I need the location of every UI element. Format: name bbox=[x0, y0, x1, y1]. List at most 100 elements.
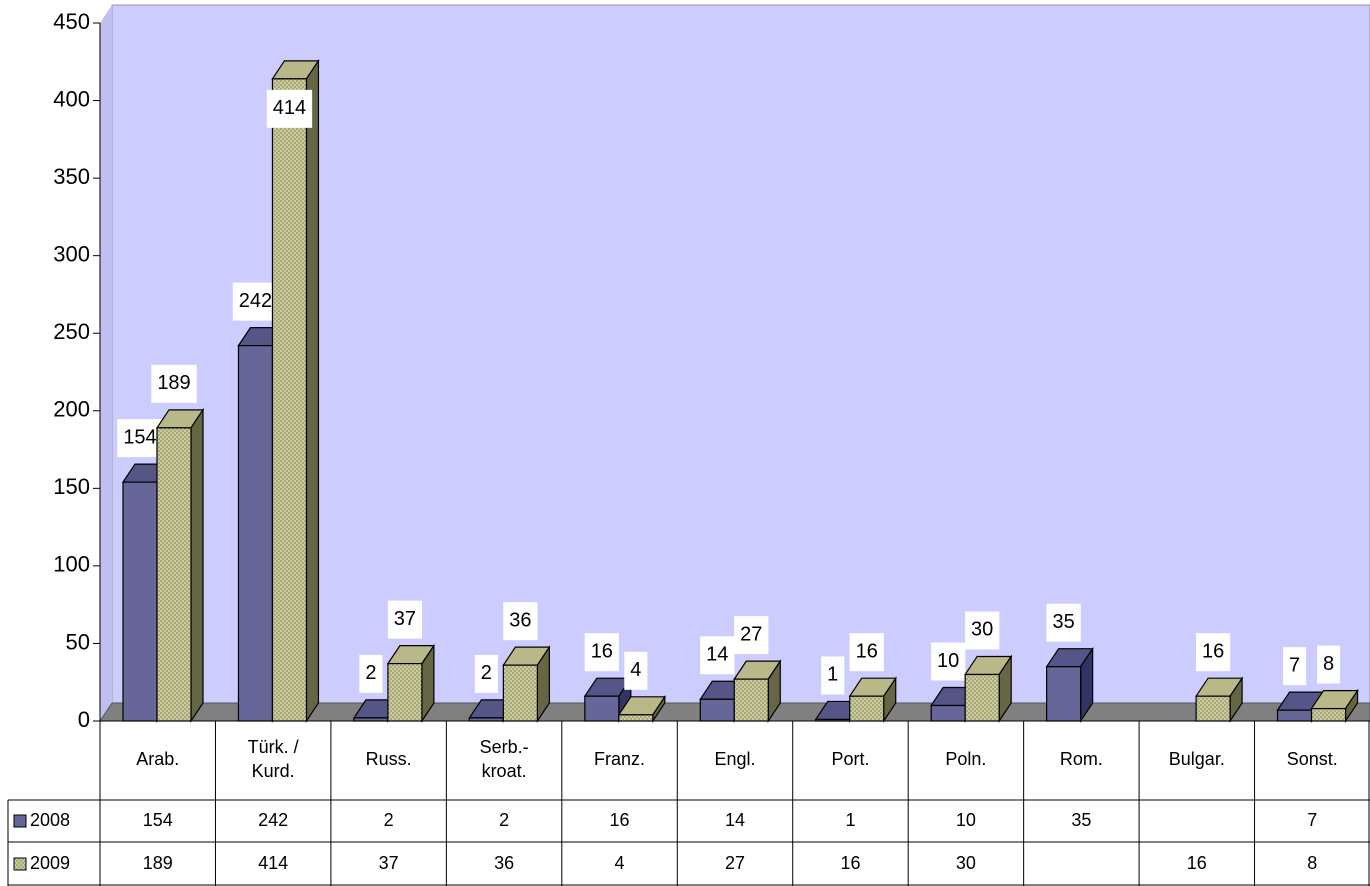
data-label-box bbox=[117, 419, 163, 458]
bar-side bbox=[190, 407, 204, 723]
data-label-box bbox=[965, 611, 1000, 650]
table-value: 30 bbox=[956, 853, 976, 873]
table-value: 16 bbox=[610, 810, 630, 830]
data-label-box bbox=[624, 651, 648, 690]
x-tick-label: Franz. bbox=[594, 749, 645, 769]
legend-label: 2009 bbox=[30, 853, 70, 873]
bar-front bbox=[1195, 695, 1231, 722]
data-label: 35 bbox=[1046, 603, 1081, 642]
bar bbox=[1310, 688, 1359, 723]
table-value: 4 bbox=[615, 853, 625, 873]
table-value: 16 bbox=[1187, 853, 1207, 873]
data-label-text: 242 bbox=[239, 290, 272, 312]
bar bbox=[617, 694, 666, 723]
y-tick-label: 100 bbox=[53, 552, 90, 577]
bar bbox=[848, 676, 897, 723]
x-tick-label: Sonst. bbox=[1287, 749, 1338, 769]
x-tick-label: Engl. bbox=[714, 749, 755, 769]
y-tick-label: 200 bbox=[53, 397, 90, 422]
data-label-text: 27 bbox=[740, 623, 762, 645]
table-value: 10 bbox=[956, 810, 976, 830]
data-label-box bbox=[232, 282, 279, 321]
data-label-text: 154 bbox=[123, 426, 156, 448]
data-label-box bbox=[1195, 633, 1231, 672]
bar bbox=[733, 659, 782, 723]
bar bbox=[155, 407, 205, 723]
x-tick-label: Port. bbox=[831, 749, 869, 769]
data-label: 154 bbox=[117, 419, 163, 458]
legend-swatch bbox=[13, 814, 27, 828]
data-label-box bbox=[474, 654, 498, 693]
bar bbox=[1194, 676, 1244, 723]
side-wall bbox=[100, 5, 112, 721]
table-value: 27 bbox=[725, 853, 745, 873]
table-value: 36 bbox=[494, 853, 514, 873]
bar-front bbox=[502, 664, 538, 722]
bar-front bbox=[387, 663, 423, 722]
data-label-box bbox=[1282, 647, 1307, 686]
data-label-text: 35 bbox=[1053, 611, 1075, 633]
bar-front bbox=[964, 673, 1000, 722]
bar-front bbox=[733, 678, 769, 722]
bar bbox=[502, 645, 551, 723]
data-label: 16 bbox=[1195, 633, 1231, 672]
bar bbox=[271, 58, 320, 723]
y-tick-label: 350 bbox=[53, 164, 90, 189]
data-label: 8 bbox=[1316, 645, 1341, 684]
bar-front bbox=[122, 481, 158, 722]
data-label-text: 1 bbox=[827, 664, 838, 686]
x-tick-label: Bulgar. bbox=[1169, 749, 1225, 769]
x-tick-label: Poln. bbox=[945, 749, 986, 769]
data-label-text: 37 bbox=[394, 608, 416, 630]
bar-front bbox=[930, 704, 966, 722]
data-label-text: 10 bbox=[937, 650, 959, 672]
table-value: 16 bbox=[840, 853, 860, 873]
data-label: 16 bbox=[584, 633, 619, 672]
data-label-box bbox=[151, 364, 197, 403]
data-label: 27 bbox=[734, 616, 769, 655]
data-label-text: 16 bbox=[1202, 640, 1224, 662]
table-value: 242 bbox=[258, 810, 288, 830]
data-label-box bbox=[734, 616, 769, 655]
data-label: 30 bbox=[965, 611, 1000, 650]
bar-front bbox=[584, 695, 620, 722]
x-tick-label: Türk. / Kurd. bbox=[248, 737, 299, 781]
data-label-box bbox=[359, 654, 383, 693]
data-label-box bbox=[503, 602, 538, 641]
bar bbox=[386, 643, 436, 723]
y-tick-label: 400 bbox=[53, 86, 90, 111]
y-tick-label: 50 bbox=[66, 629, 90, 654]
legend-label: 2008 bbox=[30, 810, 70, 830]
bar bbox=[1045, 646, 1094, 723]
bar-front bbox=[699, 698, 735, 722]
data-label-text: 2 bbox=[481, 662, 492, 684]
data-label-text: 7 bbox=[1289, 654, 1300, 676]
bar-front bbox=[849, 695, 885, 722]
data-label: 189 bbox=[151, 364, 197, 403]
data-label-text: 14 bbox=[706, 644, 728, 666]
y-tick-label: 250 bbox=[53, 319, 90, 344]
data-label: 37 bbox=[387, 600, 423, 639]
data-label-box bbox=[387, 600, 423, 639]
table-value: 14 bbox=[725, 810, 745, 830]
data-label-box bbox=[700, 636, 735, 675]
bar bbox=[964, 654, 1013, 723]
x-tick-label: Arab. bbox=[136, 749, 179, 769]
data-label-text: 30 bbox=[971, 619, 993, 641]
bar-front bbox=[1310, 707, 1347, 722]
data-label-text: 4 bbox=[630, 659, 641, 681]
x-tick-label: Russ. bbox=[366, 749, 412, 769]
x-tick-label: Rom. bbox=[1060, 749, 1103, 769]
x-tick-label: Serb.-kroat. bbox=[480, 737, 529, 781]
table-value: 2 bbox=[499, 810, 509, 830]
table-value: 1 bbox=[845, 810, 855, 830]
data-label: 242 bbox=[232, 282, 279, 321]
data-label: 1 bbox=[821, 656, 845, 695]
y-tick-label: 450 bbox=[53, 9, 90, 34]
table-value: 189 bbox=[143, 853, 173, 873]
data-label-box bbox=[821, 656, 845, 695]
table-value: 414 bbox=[258, 853, 288, 873]
data-label: 4 bbox=[624, 651, 648, 690]
bar bbox=[583, 676, 632, 723]
